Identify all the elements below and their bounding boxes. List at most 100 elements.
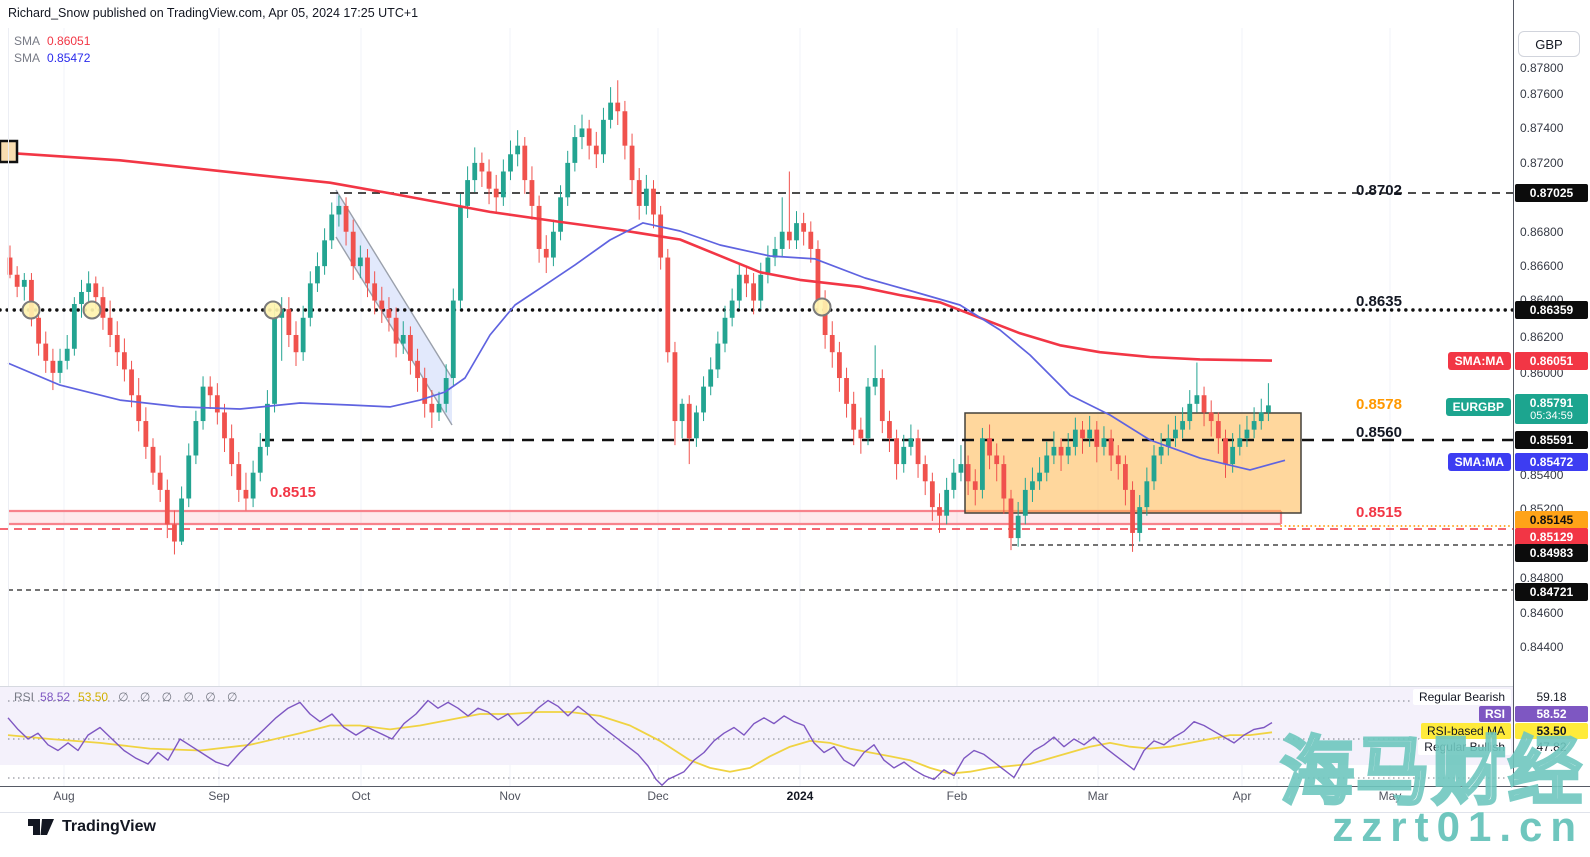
- candle-body: [1022, 489, 1028, 516]
- month-label: Dec: [647, 789, 669, 803]
- candle-body: [937, 507, 942, 516]
- candle-body: [987, 438, 992, 456]
- candle-body: [722, 317, 728, 344]
- sma-value: 0.86051: [47, 34, 91, 48]
- candle-body: [214, 395, 220, 413]
- candle-body: [1244, 429, 1250, 439]
- candle-body: [729, 300, 735, 318]
- candle-body: [679, 403, 685, 422]
- month-label: Sep: [208, 789, 230, 803]
- candle-body: [450, 300, 456, 379]
- channel-fill: [336, 190, 452, 425]
- level-touch-circle: [812, 297, 832, 317]
- candle-body: [686, 403, 692, 439]
- candle-body: [1044, 455, 1050, 473]
- candle-body: [136, 395, 142, 422]
- candle-body: [1058, 446, 1064, 456]
- candle-body: [1180, 421, 1185, 430]
- candle-body: [1151, 455, 1157, 482]
- candle-body: [71, 304, 77, 349]
- candle-body: [1144, 481, 1150, 508]
- candle-body: [551, 231, 556, 258]
- candle-body: [1115, 455, 1121, 465]
- candle-body: [257, 446, 263, 473]
- rsi-value: 58.52: [40, 690, 71, 704]
- candle-body: [601, 119, 606, 155]
- candle-body: [143, 421, 149, 447]
- candle-body: [708, 369, 714, 387]
- candle-body: [1173, 429, 1178, 439]
- candle-body: [207, 386, 213, 396]
- candle-body: [744, 274, 749, 284]
- candle-body: [1123, 464, 1128, 490]
- candle-body: [36, 317, 41, 344]
- currency-toggle-button[interactable]: GBP: [1518, 31, 1580, 57]
- price-badge-label: EURGBP: [1445, 398, 1511, 416]
- sma-legend-row: SMA 0.86051: [14, 33, 90, 50]
- price-badge: 0.86359: [1515, 301, 1588, 319]
- candle-body: [736, 274, 742, 301]
- candle-body: [879, 378, 885, 422]
- pane-left-gridline: [8, 28, 9, 686]
- candle-body: [300, 317, 306, 353]
- tradingview-logo[interactable]: TradingView: [28, 816, 156, 838]
- candle-body: [593, 145, 599, 155]
- candle-body: [694, 412, 699, 439]
- last-price-badge: 0.85791 05:34:59: [1515, 394, 1588, 424]
- level-touch-circle: [21, 300, 41, 320]
- candle-body: [901, 446, 907, 465]
- candle-body: [265, 403, 270, 447]
- candle-body: [865, 386, 871, 439]
- candle-body: [43, 343, 49, 361]
- rsi-divergence-label: RSI: [1478, 706, 1511, 722]
- candle-body: [844, 378, 849, 404]
- price-tick: 0.86600: [1520, 259, 1564, 273]
- candle-body: [408, 334, 413, 361]
- candle-body: [1094, 429, 1100, 447]
- candle-body: [829, 334, 835, 353]
- candle-body: [350, 231, 356, 267]
- candle-body: [1137, 507, 1143, 533]
- candle-body: [851, 403, 857, 430]
- sma-legend-row: SMA 0.85472: [14, 50, 90, 67]
- rsi-band: [0, 687, 1513, 765]
- candle-body: [107, 317, 113, 335]
- candle-body: [1237, 438, 1243, 447]
- price-annotation: 0.8635: [1356, 293, 1402, 310]
- candle-body: [758, 274, 764, 301]
- candle-body: [558, 197, 563, 232]
- price-badge: 0.86051: [1515, 352, 1588, 370]
- level-touch-circle: [263, 300, 283, 320]
- candle-body: [336, 205, 342, 215]
- candle-body: [1187, 403, 1193, 422]
- price-tick: 0.84800: [1520, 571, 1564, 585]
- price-badge: 0.84721: [1515, 583, 1588, 601]
- candle-body: [1130, 489, 1135, 533]
- candle-body: [636, 180, 642, 206]
- candle-body: [715, 343, 721, 370]
- sma-legend: SMA 0.86051 SMA 0.85472: [14, 33, 90, 67]
- candle-body: [172, 524, 177, 542]
- candle-body: [372, 283, 378, 301]
- candle-body: [779, 231, 785, 249]
- candle-body: [343, 205, 349, 232]
- candle-body: [100, 297, 106, 318]
- price-annotation: 0.8515: [1356, 504, 1402, 521]
- month-label: Apr: [1232, 789, 1252, 803]
- time-axis-border: [0, 786, 1590, 787]
- pane-divider[interactable]: [0, 686, 1513, 687]
- candle-body: [50, 360, 56, 373]
- candle-body: [1072, 429, 1078, 447]
- candle-body: [794, 223, 799, 241]
- candle-body: [701, 386, 706, 413]
- candle-body: [1266, 405, 1271, 413]
- candle-body: [272, 317, 277, 404]
- candle-body: [815, 248, 821, 301]
- price-badge-label: SMA:MA: [1447, 352, 1511, 370]
- candle-body: [1251, 421, 1257, 430]
- candle-body: [436, 403, 442, 413]
- candle-body: [122, 352, 127, 370]
- price-badge: 0.85145: [1515, 511, 1588, 529]
- candle-body: [329, 214, 335, 241]
